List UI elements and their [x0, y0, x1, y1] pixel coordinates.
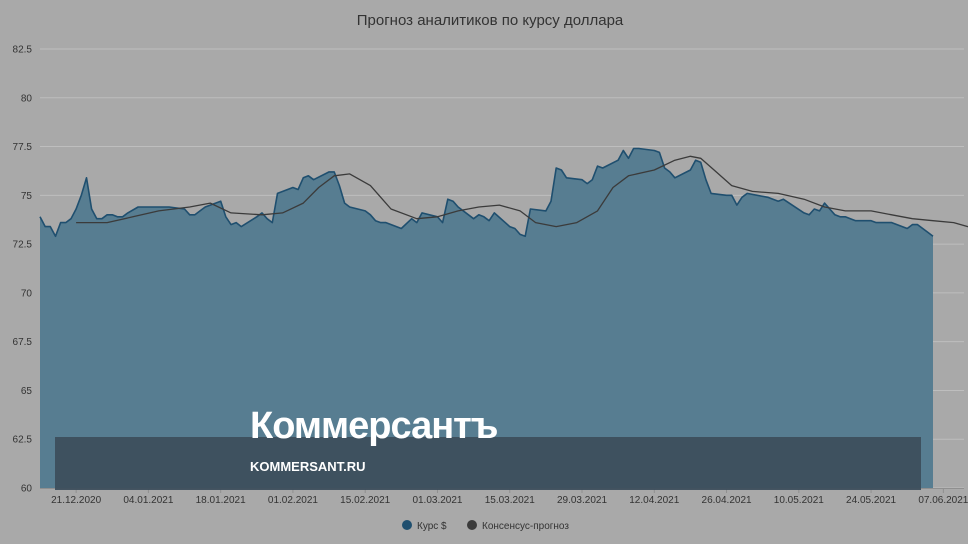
watermark: Коммерсантъ KOMMERSANT.RU	[55, 405, 921, 490]
x-tick-label: 29.03.2021	[557, 495, 607, 506]
x-tick-label: 21.12.2020	[51, 495, 101, 506]
x-tick-label: 01.02.2021	[268, 495, 318, 506]
chart-title: Прогноз аналитиков по курсу доллара	[357, 12, 624, 29]
y-tick-label: 75	[21, 191, 33, 202]
x-tick-label: 10.05.2021	[774, 495, 824, 506]
x-tick-label: 15.03.2021	[485, 495, 535, 506]
y-tick-label: 80	[21, 93, 33, 104]
legend-item-rate[interactable]: Курс $	[402, 520, 447, 532]
legend-marker-consensus	[467, 520, 477, 530]
legend[interactable]: Курс $ Консенсус-прогноз	[402, 520, 569, 532]
y-tick-label: 72.5	[13, 240, 33, 251]
x-tick-label: 07.06.2021	[918, 495, 968, 506]
x-tick-label: 12.04.2021	[629, 495, 679, 506]
x-tick-label: 15.02.2021	[340, 495, 390, 506]
watermark-url: KOMMERSANT.RU	[250, 459, 366, 474]
x-tick-label: 26.04.2021	[702, 495, 752, 506]
legend-label-consensus: Консенсус-прогноз	[482, 521, 569, 532]
y-tick-label: 70	[21, 288, 33, 299]
x-tick-label: 04.01.2021	[123, 495, 173, 506]
consensus-line	[76, 155, 968, 228]
x-tick-label: 01.03.2021	[412, 495, 462, 506]
y-tick-label: 82.5	[13, 45, 33, 56]
x-tick-label: 24.05.2021	[846, 495, 896, 506]
series-consensus	[76, 155, 968, 228]
x-axis: 21.12.2020 04.01.2021 18.01.2021 01.02.2021…	[40, 488, 968, 506]
legend-label-rate: Курс $	[417, 521, 447, 532]
watermark-brand: Коммерсантъ	[250, 405, 498, 447]
y-tick-label: 77.5	[13, 142, 33, 153]
y-tick-label: 62.5	[13, 435, 33, 446]
y-tick-label: 60	[21, 484, 33, 495]
y-axis-ticks: 60 62.5 65 67.5 70 72.5 75 77.5 80 82.5	[13, 45, 33, 495]
y-tick-label: 67.5	[13, 337, 33, 348]
x-tick-label: 18.01.2021	[196, 495, 246, 506]
y-tick-label: 65	[21, 386, 33, 397]
watermark-banner	[55, 437, 921, 490]
legend-item-consensus[interactable]: Консенсус-прогноз	[467, 520, 569, 532]
legend-marker-rate	[402, 520, 412, 530]
plot-area	[39, 147, 968, 488]
rate-area	[40, 148, 933, 488]
